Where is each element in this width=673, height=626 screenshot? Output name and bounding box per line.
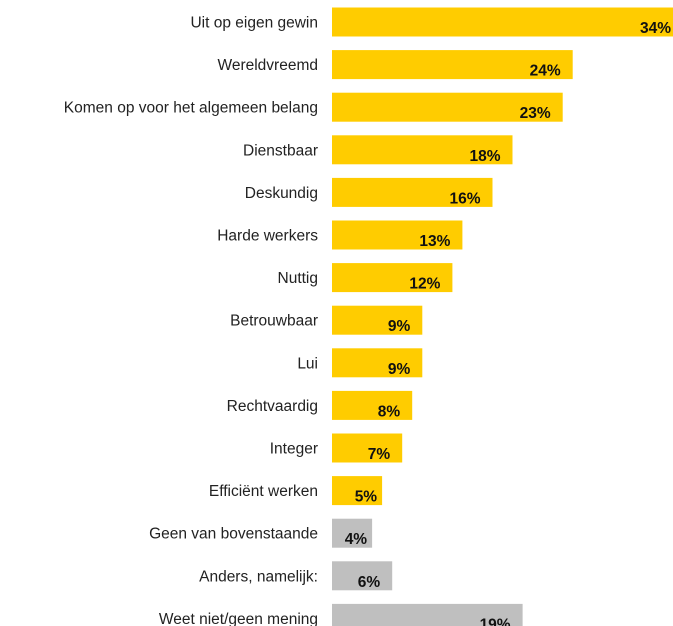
category-label: Integer bbox=[270, 441, 318, 458]
category-label: Nuttig bbox=[278, 270, 319, 287]
bar bbox=[332, 263, 453, 293]
value-label: 8% bbox=[378, 403, 401, 420]
value-label: 12% bbox=[409, 276, 440, 293]
value-label: 18% bbox=[469, 148, 500, 165]
value-label: 6% bbox=[358, 574, 381, 591]
value-label: 9% bbox=[388, 361, 411, 378]
value-label: 4% bbox=[345, 531, 368, 548]
category-label: Efficiënt werken bbox=[209, 483, 318, 500]
bar bbox=[332, 390, 413, 420]
value-label: 24% bbox=[530, 63, 561, 80]
bar bbox=[332, 348, 423, 378]
category-label: Geen van bovenstaande bbox=[149, 526, 318, 543]
bar bbox=[332, 305, 423, 335]
bar bbox=[332, 603, 523, 626]
category-label: Harde werkers bbox=[217, 228, 318, 245]
bar bbox=[332, 135, 513, 165]
category-label: Rechtvaardig bbox=[227, 398, 318, 415]
value-label: 23% bbox=[520, 105, 551, 122]
value-label: 13% bbox=[419, 233, 450, 250]
value-label: 9% bbox=[388, 318, 411, 335]
value-labels-group: 34% 24% 23% 18% 16% 13% 12% 9% 9% 8% 7% 5% 4% 6% 19% bbox=[345, 20, 672, 626]
category-label: Anders, namelijk: bbox=[199, 568, 318, 585]
value-label: 34% bbox=[640, 20, 671, 37]
bar bbox=[332, 433, 403, 463]
value-label: 7% bbox=[368, 446, 391, 463]
bar bbox=[332, 177, 493, 207]
value-label: 5% bbox=[355, 489, 378, 506]
bar bbox=[332, 561, 393, 591]
category-label: Weet niet/geen mening bbox=[159, 611, 318, 626]
category-labels-group: Uit op eigen gewin Wereldvreemd Komen op v… bbox=[64, 15, 318, 626]
bar bbox=[332, 7, 673, 37]
category-label: Lui bbox=[297, 355, 318, 372]
category-label: Deskundig bbox=[245, 185, 318, 202]
category-label: Uit op eigen gewin bbox=[190, 15, 318, 32]
bar bbox=[332, 220, 463, 250]
category-label: Dienstbaar bbox=[243, 142, 318, 159]
category-label: Komen op voor het algemeen belang bbox=[64, 100, 318, 117]
bar bbox=[332, 50, 573, 80]
bar bbox=[332, 476, 383, 506]
value-label: 16% bbox=[449, 190, 480, 207]
category-label: Wereldvreemd bbox=[217, 57, 318, 74]
bar bbox=[332, 92, 563, 122]
value-label: 19% bbox=[480, 616, 511, 626]
bar bbox=[332, 518, 373, 548]
category-label: Betrouwbaar bbox=[230, 313, 318, 330]
bars-group bbox=[332, 7, 673, 626]
